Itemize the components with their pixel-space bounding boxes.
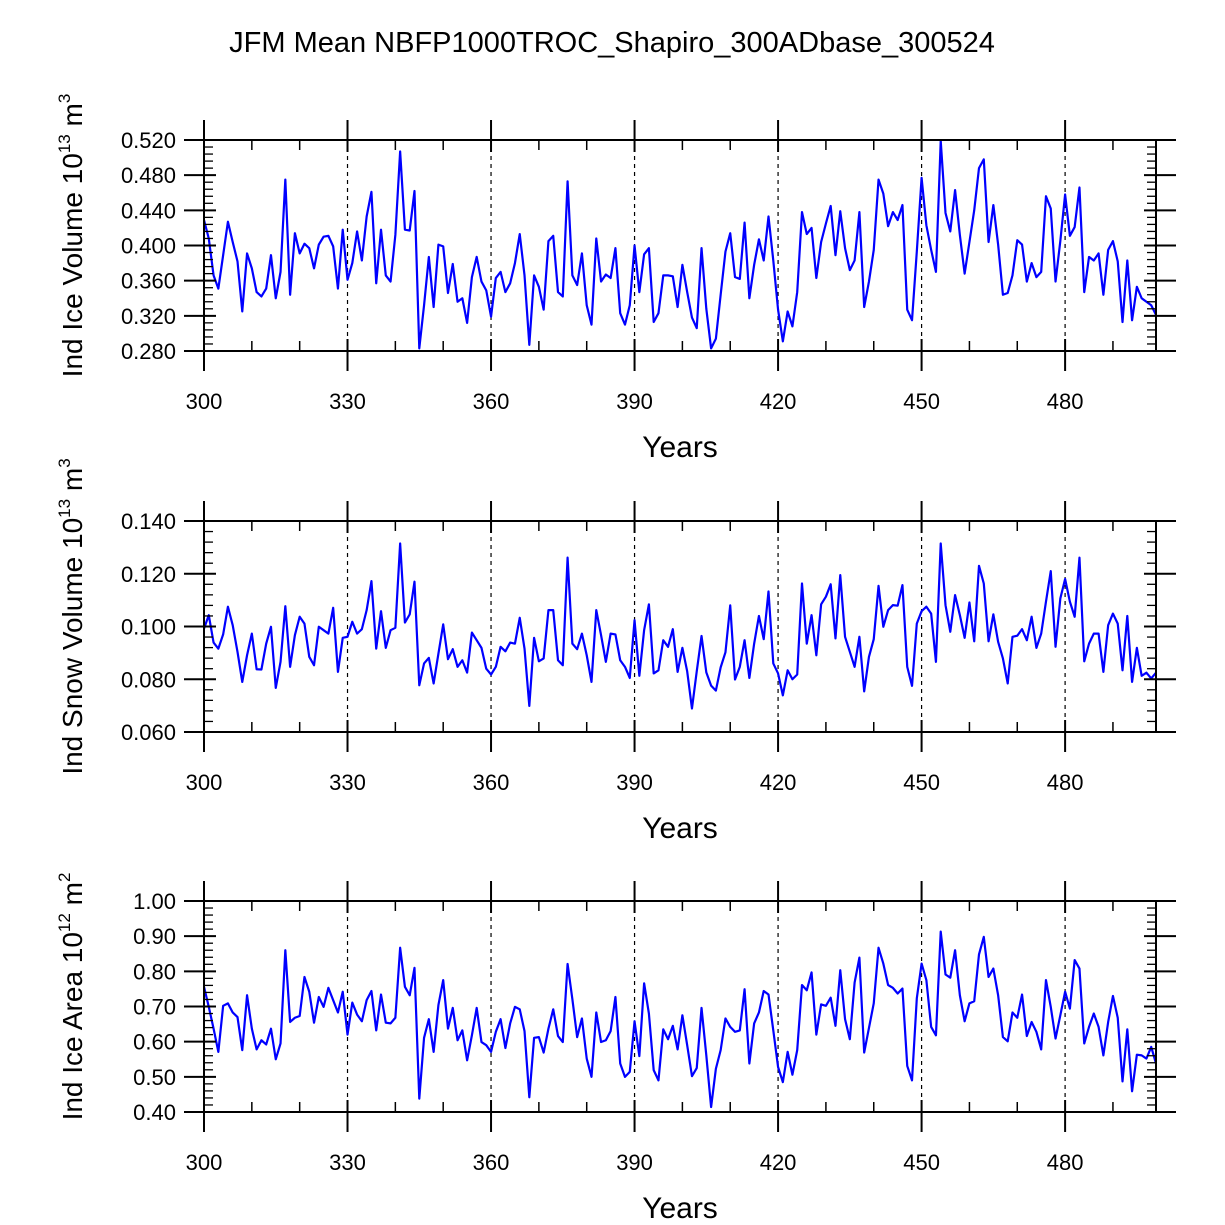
- y-axis-title-unit: m: [57, 882, 88, 913]
- x-axis-title: Years: [642, 1192, 718, 1225]
- series-line-snow-volume: [202, 542, 1157, 710]
- y-tick-label: 0.520: [121, 128, 176, 153]
- x-tick-label: 420: [760, 1150, 797, 1175]
- y-axis-title-unit-exponent: 2: [55, 873, 74, 882]
- plot-frame: [203, 520, 1157, 733]
- x-tick-label: 330: [329, 770, 366, 795]
- x-tick-label: 390: [616, 389, 653, 414]
- y-axis-title-unit-exponent: 3: [55, 94, 74, 103]
- y-tick-label: 0.120: [121, 562, 176, 587]
- y-tick-label: 0.360: [121, 269, 176, 294]
- y-tick-label: 0.50: [133, 1065, 176, 1090]
- x-tick-label: 330: [329, 389, 366, 414]
- y-axis-title-exponent: 13: [55, 134, 74, 153]
- y-axis-title-exponent: 12: [55, 913, 74, 932]
- panel-ice-volume: 300 330 360 390 420 450 480 0.280 0.320 0.360 0.40…: [55, 94, 1176, 464]
- y-tick-label: 0.320: [121, 304, 176, 329]
- y-axis-title-unit: m: [57, 468, 88, 499]
- y-axis-title-main: Ind Ice Area 10: [57, 932, 88, 1120]
- x-tick-label: 300: [186, 389, 223, 414]
- x-tick-label: 360: [473, 389, 510, 414]
- y-axis-title-unit: m: [57, 103, 88, 134]
- y-tick-label: 0.90: [133, 924, 176, 949]
- x-tick-label: 390: [616, 770, 653, 795]
- x-tick-label: 450: [903, 389, 940, 414]
- x-tick-label: 420: [760, 770, 797, 795]
- y-tick-label: 1.00: [133, 889, 176, 914]
- plot-frame: [203, 900, 1157, 1113]
- y-tick-label: 0.480: [121, 163, 176, 188]
- x-tick-label: 300: [186, 770, 223, 795]
- y-tick-label: 0.060: [121, 720, 176, 745]
- x-tick-label: 450: [903, 1150, 940, 1175]
- y-tick-label: 0.400: [121, 234, 176, 259]
- x-tick-label: 390: [616, 1150, 653, 1175]
- y-axis-title-main: Ind Snow Volume 10: [57, 518, 88, 775]
- y-axis-title: Ind Snow Volume 1013 m3: [55, 458, 88, 774]
- series-line-ice-volume: [202, 139, 1157, 350]
- x-tick-label: 300: [186, 1150, 223, 1175]
- y-axis-title-main: Ind Ice Volume 10: [57, 153, 88, 377]
- x-tick-label: 360: [473, 770, 510, 795]
- chart-title: JFM Mean NBFP1000TROC_Shapiro_300ADbase_…: [229, 27, 995, 59]
- y-axis-title: Ind Ice Volume 1013 m3: [55, 94, 88, 378]
- x-axis-title: Years: [642, 431, 718, 464]
- y-axis-title-unit-exponent: 3: [55, 458, 74, 467]
- x-tick-label: 480: [1047, 1150, 1084, 1175]
- y-tick-label: 0.60: [133, 1030, 176, 1055]
- series-line-ice-area: [202, 930, 1158, 1109]
- panel-ice-area: 300 330 360 390 420 450 480 0.40 0.50 0.60 0.70 0.8…: [55, 873, 1176, 1225]
- x-tick-label: 360: [473, 1150, 510, 1175]
- y-tick-label: 0.440: [121, 198, 176, 223]
- x-tick-label: 480: [1047, 389, 1084, 414]
- y-tick-label: 0.80: [133, 959, 176, 984]
- y-tick-label: 0.140: [121, 509, 176, 534]
- y-tick-label: 0.080: [121, 667, 176, 692]
- y-tick-label: 0.70: [133, 995, 176, 1020]
- y-axis-title: Ind Ice Area 1012 m2: [55, 873, 88, 1121]
- x-tick-label: 450: [903, 770, 940, 795]
- y-axis-title-exponent: 13: [55, 499, 74, 518]
- panel-snow-volume: 300 330 360 390 420 450 480 0.060 0.080 0.100 0.12…: [55, 458, 1176, 845]
- x-tick-label: 480: [1047, 770, 1084, 795]
- y-tick-label: 0.40: [133, 1100, 176, 1125]
- y-tick-label: 0.100: [121, 615, 176, 640]
- x-axis-title: Years: [642, 812, 718, 845]
- y-tick-label: 0.280: [121, 339, 176, 364]
- x-tick-label: 420: [760, 389, 797, 414]
- plot-frame: [203, 139, 1157, 352]
- x-tick-label: 330: [329, 1150, 366, 1175]
